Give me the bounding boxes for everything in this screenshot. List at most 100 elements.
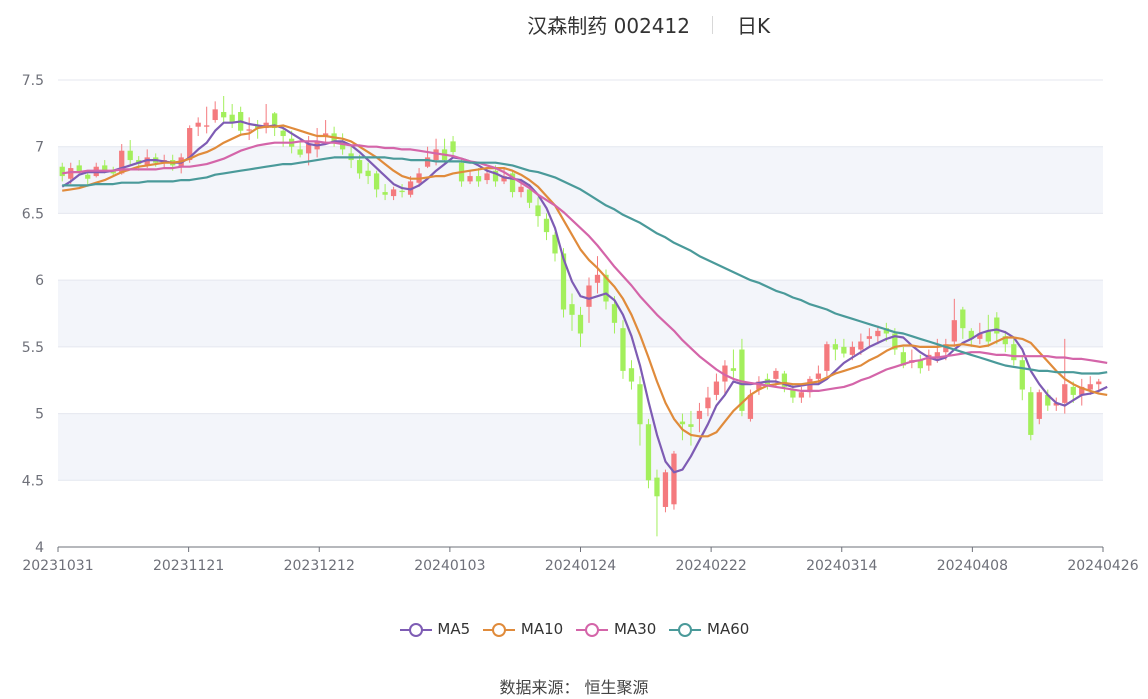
candle-body — [866, 336, 872, 339]
legend-marker-icon — [576, 623, 609, 637]
data-source: 数据来源： 恒生聚源 — [499, 678, 649, 697]
candle-body — [747, 394, 754, 419]
y-tick-label: 7.5 — [22, 73, 44, 89]
candle-body — [373, 173, 380, 190]
chart-title-main: 汉森制药 002412 — [527, 14, 690, 38]
ma-line-ma5 — [61, 120, 1108, 474]
candle-body — [968, 330, 974, 339]
legend-item-ma60[interactable]: MA60 — [668, 620, 749, 638]
candle-body — [1070, 386, 1076, 395]
candle-body — [518, 186, 524, 193]
moving-averages — [61, 120, 1108, 474]
candle-body — [594, 274, 601, 283]
x-tick-label: 20240222 — [675, 558, 746, 574]
candle-body — [841, 346, 847, 354]
legend-item-ma10[interactable]: MA10 — [482, 620, 563, 638]
candle-body — [110, 170, 116, 174]
candle-body — [119, 150, 125, 174]
candle-body — [535, 205, 541, 217]
candle-body — [297, 149, 303, 155]
y-tick-label: 4.5 — [22, 473, 44, 489]
candle-body — [187, 128, 193, 161]
title-separator — [712, 16, 713, 34]
candle-body — [739, 349, 745, 411]
legend-item-ma30[interactable]: MA30 — [575, 620, 656, 638]
candle-body — [399, 190, 405, 193]
grid-band — [58, 413, 1103, 481]
candle-body — [798, 392, 805, 398]
candle-body — [637, 384, 643, 425]
ma-line-ma30 — [62, 140, 1108, 392]
legend-marker-circle — [678, 623, 693, 637]
candle-body — [875, 330, 881, 337]
candle-body — [960, 309, 966, 329]
candle-body — [900, 352, 906, 366]
x-tick-label: 20231031 — [22, 558, 93, 574]
candle-body — [255, 125, 261, 129]
candle-body — [756, 381, 762, 390]
candle-body — [781, 373, 788, 387]
candle-body — [1053, 402, 1059, 406]
legend-marker-icon — [399, 623, 432, 637]
chart-title: 汉森制药 002412 日K — [0, 10, 1148, 40]
x-tick-label: 20240124 — [545, 558, 616, 574]
chart-period-label: 日K — [737, 14, 771, 38]
x-tick-label: 20231212 — [284, 558, 355, 574]
legend-marker-circle — [492, 623, 507, 637]
candle-body — [212, 109, 218, 121]
legend-marker-circle — [585, 623, 600, 637]
candle-body — [263, 122, 269, 129]
candle-body — [195, 122, 201, 127]
legend-label: MA60 — [702, 620, 750, 638]
candle-body — [773, 370, 779, 379]
legend-label: MA5 — [432, 620, 471, 638]
candle-body — [858, 341, 864, 350]
candle-body — [1079, 386, 1085, 395]
candle-body — [1096, 381, 1102, 385]
candle-body — [424, 157, 431, 167]
candle-body — [76, 165, 82, 173]
candle-body — [577, 314, 584, 334]
candle-body — [1045, 394, 1051, 406]
candle-body — [688, 424, 694, 427]
candle-body — [1036, 392, 1042, 419]
candle-body — [849, 346, 856, 355]
candle-body — [467, 176, 473, 182]
candle-body — [977, 333, 983, 339]
x-tick-label: 20240103 — [414, 558, 485, 574]
candle-body — [221, 112, 227, 118]
candle-body — [951, 320, 957, 342]
legend-marker-icon — [483, 623, 516, 637]
candle-body — [85, 174, 91, 179]
y-axis-ticks: 4 4.5 5 5.5 6 6.5 7 7.5 — [22, 73, 44, 556]
candle-body — [569, 304, 575, 315]
legend-marker-icon — [669, 623, 702, 637]
candle-body — [790, 389, 796, 398]
candle-body — [475, 176, 482, 182]
candle-body — [654, 477, 660, 497]
candle-body — [722, 365, 728, 382]
candle-body — [280, 130, 286, 137]
y-tick-label: 7 — [35, 140, 44, 156]
candle-body — [450, 141, 456, 153]
kline-chart: 4 4.5 5 5.5 6 6.5 7 7.5 20231031 20231121 2023121… — [22, 73, 1139, 574]
legend-marker-circle — [408, 623, 423, 637]
candle-body — [926, 354, 932, 366]
ma-line-ma60 — [62, 156, 1108, 375]
legend-label: MA30 — [609, 620, 657, 638]
candle-body — [679, 421, 686, 425]
candle-body — [526, 189, 533, 203]
candle-body — [68, 168, 74, 179]
x-tick-label: 20240426 — [1067, 558, 1138, 574]
candle-body — [1062, 384, 1068, 403]
candle-body — [560, 253, 567, 310]
y-tick-label: 5.5 — [22, 340, 44, 356]
candle-body — [552, 234, 558, 254]
candle-body — [1019, 360, 1025, 390]
candle-body — [662, 472, 669, 507]
candle-body — [339, 141, 346, 150]
candle-body — [229, 114, 235, 123]
candle-body — [883, 328, 889, 334]
legend-item-ma5[interactable]: MA5 — [399, 620, 471, 638]
y-tick-label: 5 — [35, 407, 44, 423]
